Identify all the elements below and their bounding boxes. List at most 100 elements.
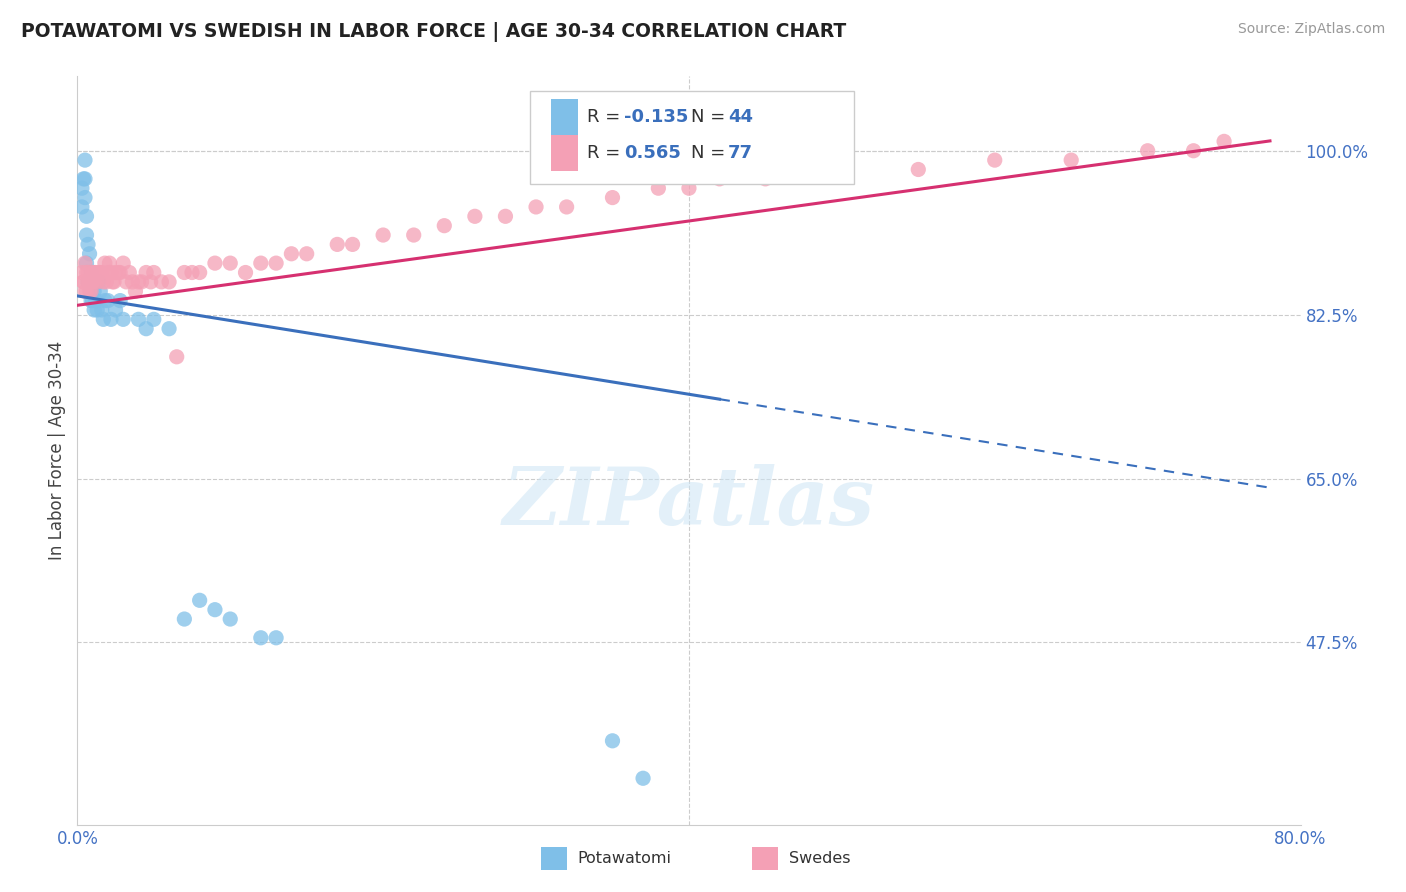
Point [76, 209, 98, 223]
Point [76, 256, 98, 270]
Point [157, 275, 180, 289]
Point [135, 321, 157, 335]
Point [84, 266, 107, 280]
Point [82, 275, 104, 289]
Point [264, 631, 287, 645]
Point [264, 256, 287, 270]
Point [94, 256, 117, 270]
Text: R =: R = [588, 144, 627, 162]
Point [124, 284, 146, 298]
Point [70, 181, 93, 195]
Point [79, 275, 101, 289]
Point [80, 293, 103, 308]
Point [98, 256, 121, 270]
Point [89, 284, 111, 298]
Text: POTAWATOMI VS SWEDISH IN LABOR FORCE | AGE 30-34 CORRELATION CHART: POTAWATOMI VS SWEDISH IN LABOR FORCE | A… [21, 22, 846, 42]
Point [984, 153, 1007, 167]
Point [83, 303, 105, 318]
Point [91, 312, 114, 326]
Point [112, 256, 135, 270]
Point [86, 275, 108, 289]
Point [602, 733, 624, 747]
Point [371, 227, 394, 242]
Point [76, 266, 98, 280]
Point [115, 275, 138, 289]
Point [77, 237, 100, 252]
Point [83, 266, 105, 280]
Point [127, 275, 149, 289]
Point [204, 603, 226, 617]
Text: Swedes: Swedes [789, 851, 851, 866]
Text: N =: N = [692, 144, 731, 162]
Point [82, 293, 104, 308]
Point [108, 293, 131, 308]
Point [402, 227, 425, 242]
Point [94, 293, 117, 308]
Point [173, 266, 195, 280]
Text: Source: ZipAtlas.com: Source: ZipAtlas.com [1237, 22, 1385, 37]
Point [250, 631, 273, 645]
Point [79, 284, 101, 298]
Point [142, 266, 165, 280]
Point [754, 171, 776, 186]
Point [96, 275, 118, 289]
Point [80, 275, 103, 289]
Point [97, 266, 120, 280]
Point [80, 266, 103, 280]
Point [135, 266, 157, 280]
Point [80, 284, 103, 298]
Point [555, 200, 578, 214]
Point [72, 275, 94, 289]
Point [631, 771, 654, 786]
Point [250, 256, 273, 270]
Point [103, 275, 125, 289]
Point [295, 246, 318, 260]
FancyBboxPatch shape [530, 91, 853, 185]
Point [127, 312, 149, 326]
Point [121, 275, 143, 289]
Point [173, 612, 195, 626]
Point [112, 312, 135, 326]
Point [1213, 134, 1236, 148]
Point [907, 162, 929, 177]
Point [235, 266, 257, 280]
Point [157, 321, 180, 335]
Point [1136, 144, 1159, 158]
Point [1060, 153, 1083, 167]
Point [188, 266, 211, 280]
Point [79, 246, 101, 260]
Point [87, 275, 110, 289]
Point [76, 227, 98, 242]
Text: 0.565: 0.565 [624, 144, 681, 162]
Point [77, 275, 100, 289]
Point [89, 266, 111, 280]
Point [70, 200, 93, 214]
Point [107, 266, 129, 280]
Point [280, 246, 302, 260]
Point [709, 171, 731, 186]
Point [142, 312, 165, 326]
Point [86, 303, 108, 318]
Point [219, 612, 242, 626]
Text: 77: 77 [728, 144, 754, 162]
Point [150, 275, 173, 289]
Text: R =: R = [588, 108, 627, 126]
Point [90, 303, 112, 318]
Text: Potawatomi: Potawatomi [578, 851, 672, 866]
Point [82, 266, 104, 280]
Point [82, 275, 104, 289]
Point [602, 191, 624, 205]
Point [104, 303, 127, 318]
Text: N =: N = [692, 108, 731, 126]
Point [73, 153, 96, 167]
Point [73, 256, 96, 270]
Point [678, 181, 700, 195]
Point [139, 275, 162, 289]
Point [91, 275, 114, 289]
Point [100, 312, 122, 326]
FancyBboxPatch shape [551, 99, 578, 135]
Text: -0.135: -0.135 [624, 108, 689, 126]
Point [219, 256, 242, 270]
Point [524, 200, 547, 214]
Point [495, 209, 517, 223]
